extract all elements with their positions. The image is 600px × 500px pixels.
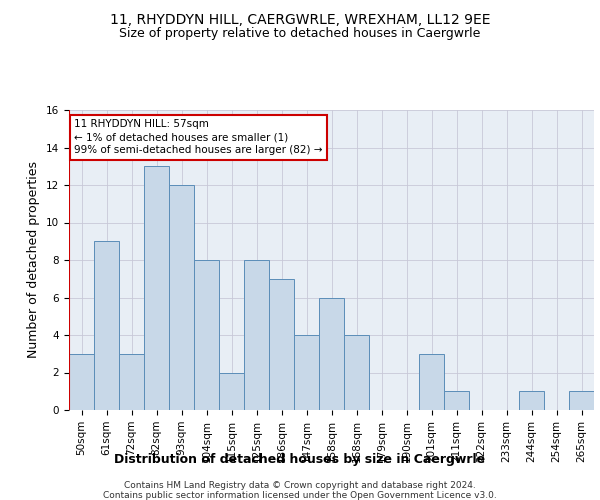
Bar xyxy=(569,391,594,410)
Bar xyxy=(344,335,369,410)
Text: 11 RHYDDYN HILL: 57sqm
← 1% of detached houses are smaller (1)
99% of semi-detac: 11 RHYDDYN HILL: 57sqm ← 1% of detached … xyxy=(74,119,323,156)
Bar xyxy=(144,166,169,410)
Text: Size of property relative to detached houses in Caergwrle: Size of property relative to detached ho… xyxy=(119,28,481,40)
Bar xyxy=(319,298,344,410)
Bar xyxy=(219,372,244,410)
Bar xyxy=(69,354,94,410)
Bar xyxy=(294,335,319,410)
Text: Contains HM Land Registry data © Crown copyright and database right 2024.: Contains HM Land Registry data © Crown c… xyxy=(124,481,476,490)
Text: 11, RHYDDYN HILL, CAERGWRLE, WREXHAM, LL12 9EE: 11, RHYDDYN HILL, CAERGWRLE, WREXHAM, LL… xyxy=(110,12,490,26)
Text: Contains public sector information licensed under the Open Government Licence v3: Contains public sector information licen… xyxy=(103,491,497,500)
Bar xyxy=(194,260,219,410)
Bar xyxy=(169,185,194,410)
Bar xyxy=(94,242,119,410)
Text: Distribution of detached houses by size in Caergwrle: Distribution of detached houses by size … xyxy=(115,452,485,466)
Bar xyxy=(244,260,269,410)
Y-axis label: Number of detached properties: Number of detached properties xyxy=(28,162,40,358)
Bar xyxy=(419,354,444,410)
Bar xyxy=(444,391,469,410)
Bar xyxy=(519,391,544,410)
Bar xyxy=(269,279,294,410)
Bar xyxy=(119,354,144,410)
